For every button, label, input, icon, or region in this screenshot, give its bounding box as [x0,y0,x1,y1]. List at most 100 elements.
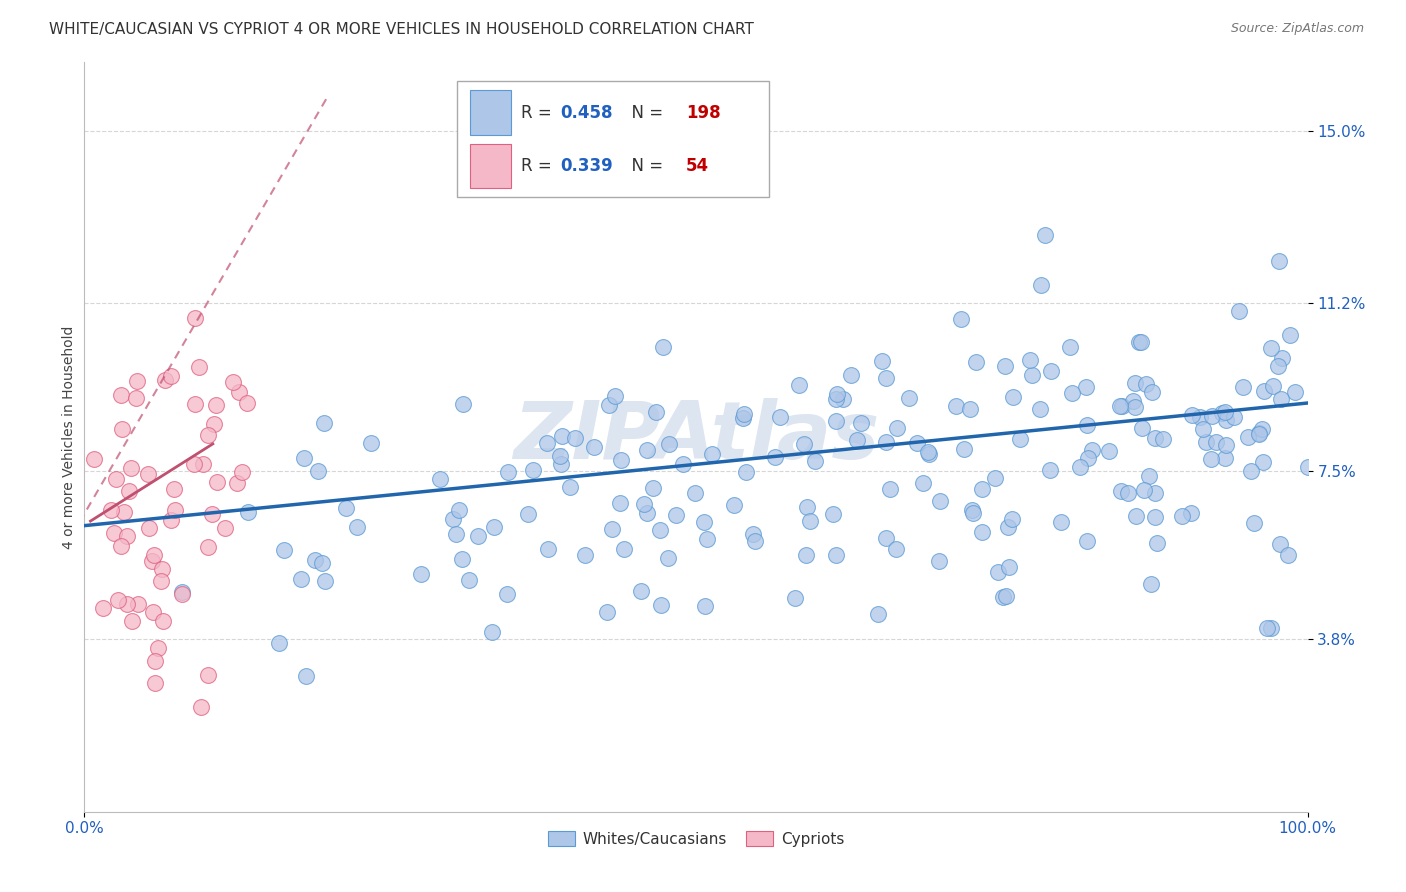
FancyBboxPatch shape [470,90,512,135]
Point [650,599,672,613]
Point [314,417,336,431]
Point [1215,451,1237,466]
Point [839,368,862,382]
Point [825,392,848,406]
Point [1195,435,1218,450]
Point [603,388,626,402]
Point [1140,384,1163,399]
Point [1232,380,1254,394]
Text: 0.339: 0.339 [560,157,613,175]
Point [115,529,138,543]
Point [692,515,714,529]
Point [124,391,146,405]
Point [314,574,336,588]
Point [138,467,160,481]
Point [190,700,212,714]
Point [201,507,224,521]
Point [794,548,817,562]
Point [311,556,333,570]
Text: ZIPAtlas: ZIPAtlas [513,398,879,476]
Point [665,508,688,522]
Point [1039,364,1062,378]
Point [170,587,193,601]
Point [193,457,215,471]
Point [100,503,122,517]
Point [444,527,467,541]
Point [1268,254,1291,268]
Point [763,450,786,464]
Point [496,465,519,479]
Point [742,527,765,541]
Point [110,539,132,553]
Point [429,472,451,486]
Point [1144,510,1167,524]
Point [138,521,160,535]
Point [886,421,908,435]
Point [1125,376,1147,390]
Point [875,531,897,545]
Point [831,392,853,406]
Point [868,607,890,621]
Point [141,554,163,568]
Point [1223,410,1246,425]
Point [1188,410,1211,425]
Point [1135,377,1157,392]
Point [596,605,619,619]
Point [984,471,1007,485]
Point [1170,508,1192,523]
Point [962,503,984,517]
Point [548,450,571,464]
Point [142,606,165,620]
Point [609,453,631,467]
Point [991,590,1014,604]
Point [1277,549,1299,563]
FancyBboxPatch shape [470,144,512,188]
Point [1028,402,1050,417]
Point [1122,393,1144,408]
Point [962,507,984,521]
Point [1074,380,1097,394]
Point [1144,431,1167,445]
Point [1002,390,1025,404]
Point [118,483,141,498]
Point [441,511,464,525]
Point [1256,621,1278,635]
Point [1077,451,1099,466]
Point [1215,413,1237,427]
Point [238,505,260,519]
Point [184,397,207,411]
Point [295,668,318,682]
Point [103,526,125,541]
Point [307,464,329,478]
Point [898,391,921,405]
Point [290,573,312,587]
Point [83,451,105,466]
Point [733,407,755,421]
Point [1001,512,1024,526]
Point [110,388,132,402]
Point [917,444,939,458]
Point [172,585,194,599]
Point [643,481,665,495]
Point [905,436,928,450]
Point [207,475,229,489]
Point [918,448,941,462]
Point [228,384,250,399]
Point [107,593,129,607]
Point [787,378,810,392]
Point [1250,422,1272,436]
Legend: Whites/Caucasians, Cypriots: Whites/Caucasians, Cypriots [541,825,851,853]
Point [1251,455,1274,469]
Point [1109,483,1132,498]
Point [825,548,848,562]
Point [994,359,1017,373]
Point [551,429,574,443]
Point [522,463,544,477]
Point [1021,368,1043,382]
Point [1059,339,1081,353]
Point [202,417,225,431]
Point [633,497,655,511]
Point [1137,469,1160,483]
Text: N =: N = [621,103,669,121]
Point [125,374,148,388]
